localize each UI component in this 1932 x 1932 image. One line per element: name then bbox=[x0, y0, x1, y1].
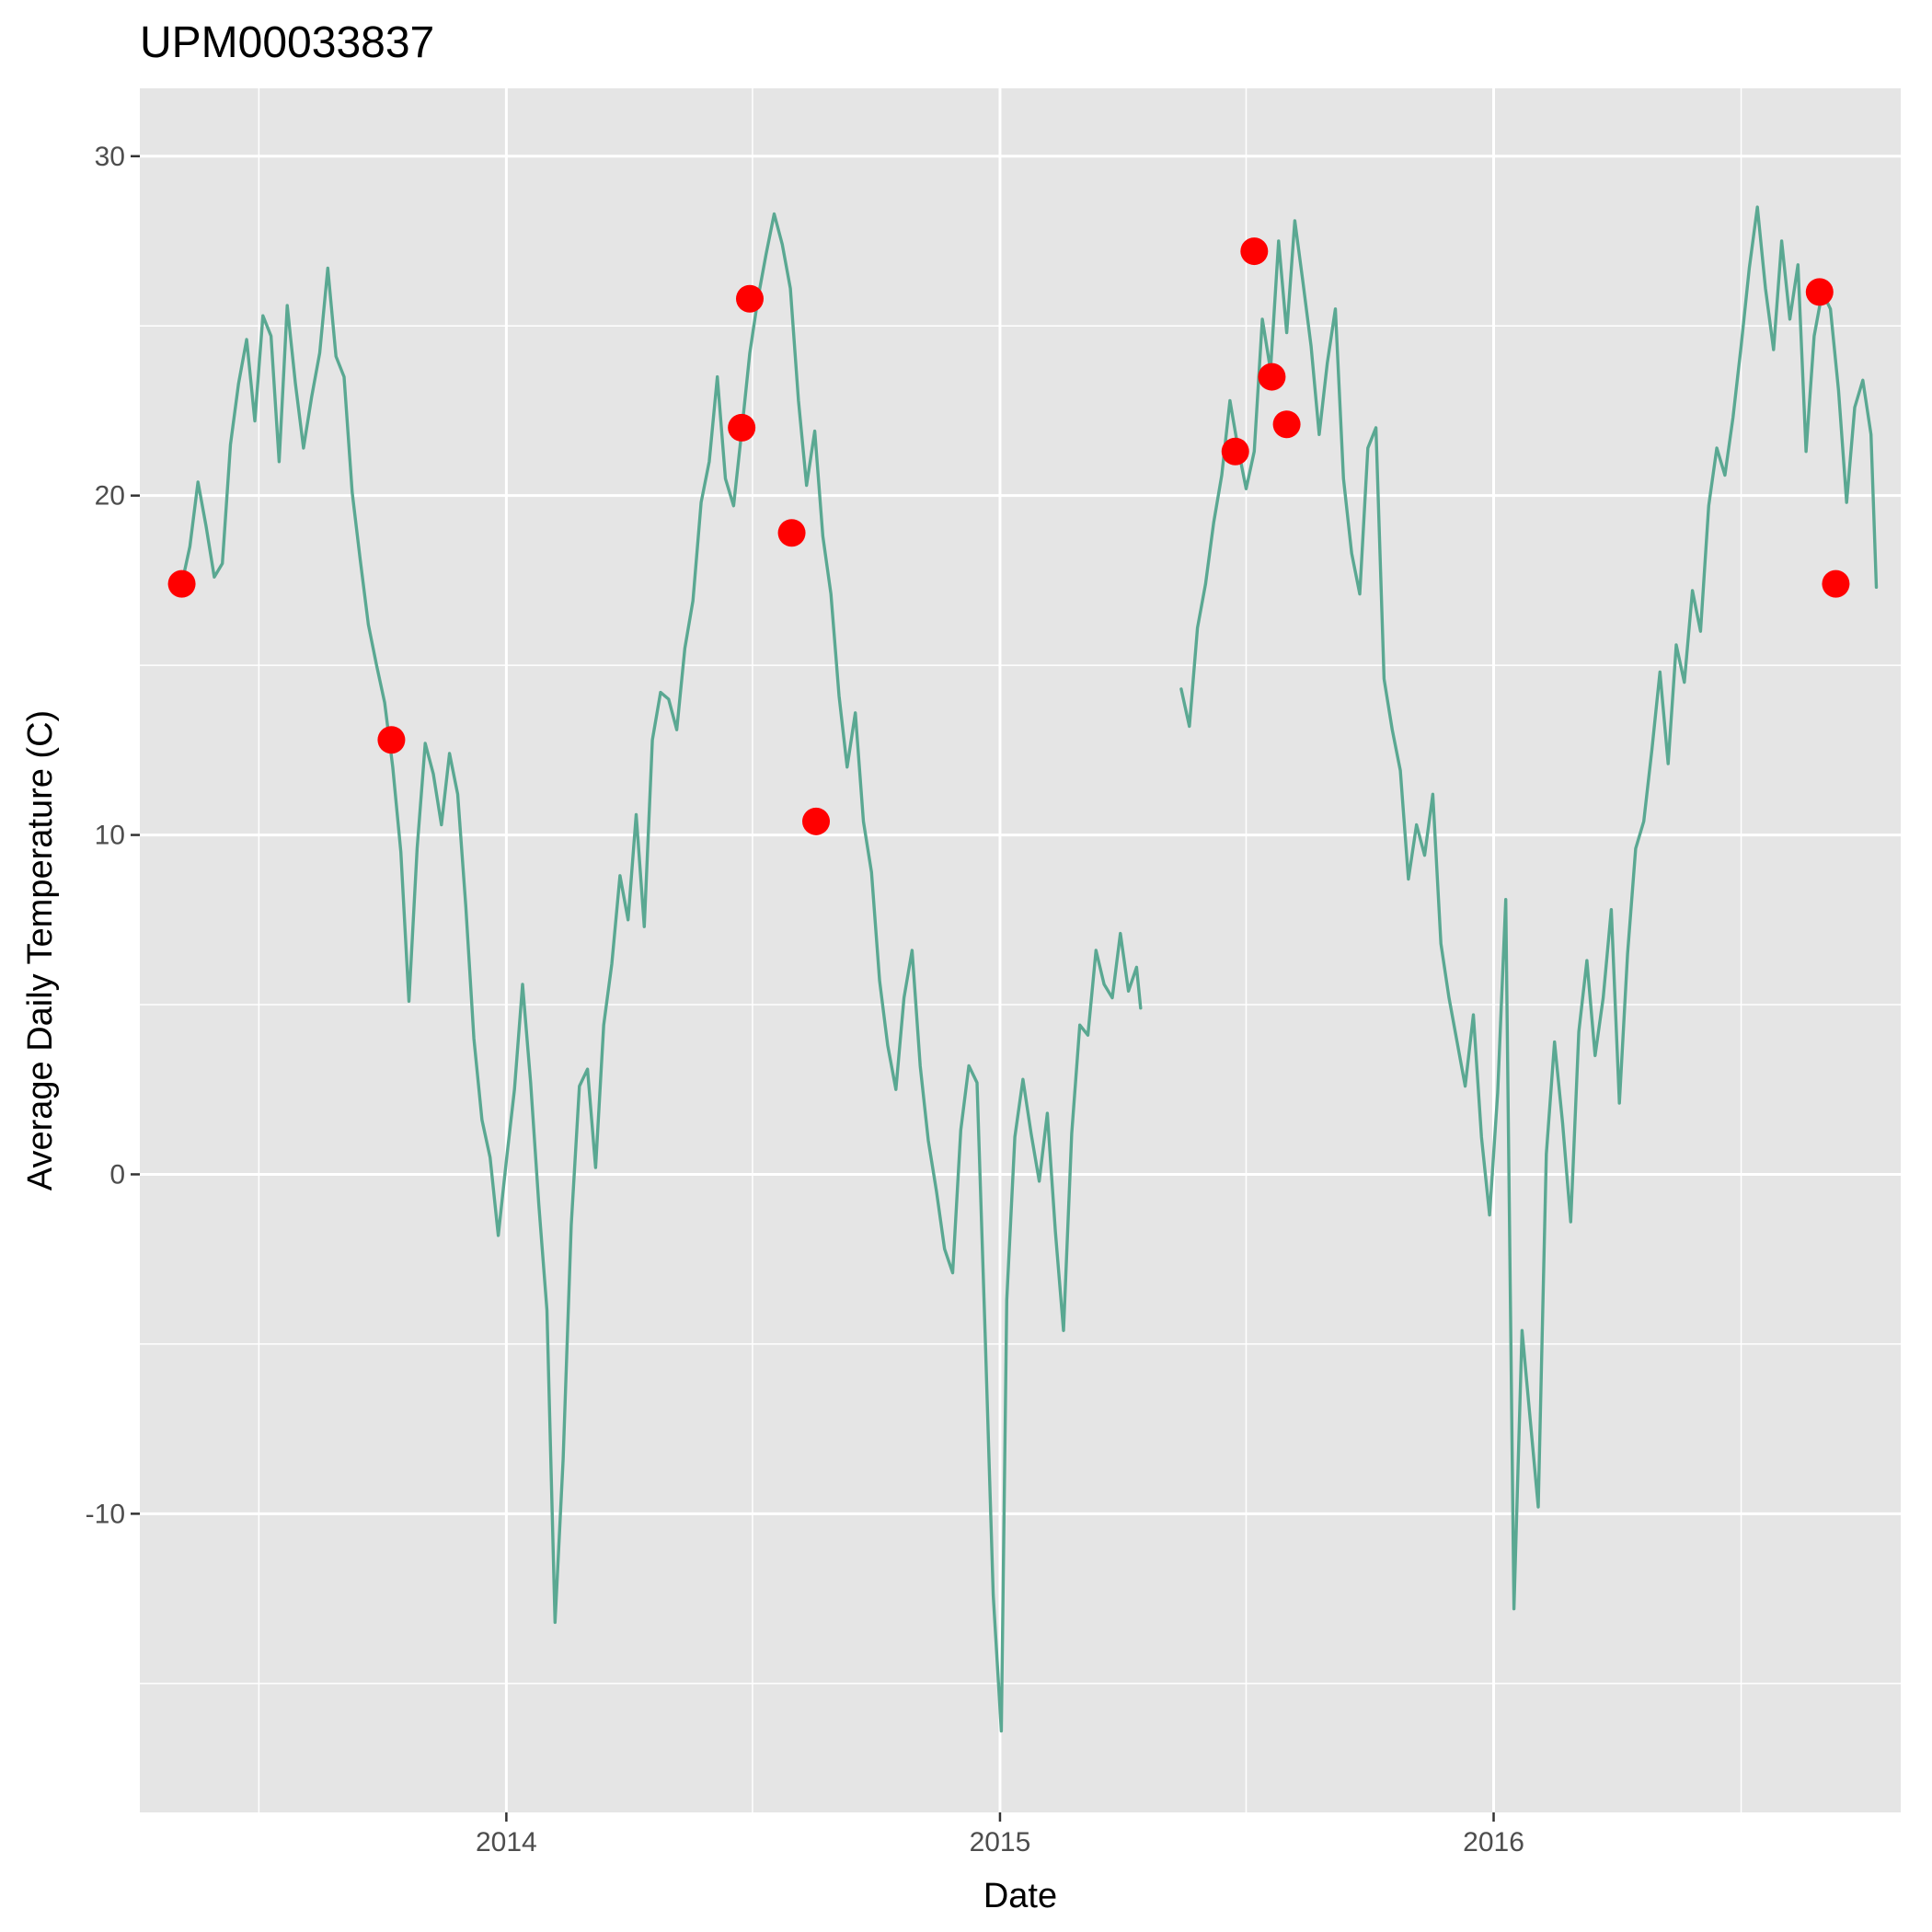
highlight-point bbox=[377, 726, 406, 754]
y-tick-label: 30 bbox=[95, 142, 125, 172]
series-layer bbox=[179, 205, 1879, 1733]
y-tick-label: 10 bbox=[95, 821, 125, 851]
plot-panel bbox=[140, 88, 1901, 1812]
highlight-point bbox=[802, 807, 831, 835]
highlight-point bbox=[1258, 362, 1286, 391]
highlight-point bbox=[1822, 569, 1850, 598]
chart-title: UPM00033837 bbox=[140, 18, 434, 67]
y-tick-label: 0 bbox=[109, 1159, 125, 1190]
x-axis-title: Date bbox=[983, 1877, 1057, 1915]
temperature-line-segment-1 bbox=[179, 212, 1143, 1733]
minor-gridlines bbox=[140, 88, 1901, 1812]
x-axis-tick-labels: 2014 2015 2016 bbox=[476, 1827, 1524, 1857]
axis-ticks bbox=[131, 155, 1495, 1822]
y-axis-tick-labels: -10 0 10 20 30 bbox=[86, 142, 125, 1530]
major-gridlines bbox=[140, 88, 1901, 1812]
highlight-point bbox=[1221, 437, 1249, 466]
y-tick-label: 20 bbox=[95, 481, 125, 512]
x-tick-label: 2016 bbox=[1463, 1827, 1524, 1857]
highlight-point bbox=[728, 413, 756, 442]
highlight-point bbox=[1805, 278, 1834, 306]
x-tick-label: 2014 bbox=[476, 1827, 537, 1857]
y-tick-label: -10 bbox=[86, 1499, 125, 1529]
highlight-point bbox=[167, 569, 196, 598]
x-tick-label: 2015 bbox=[970, 1827, 1031, 1857]
points-layer bbox=[167, 237, 1850, 835]
highlight-point bbox=[777, 519, 806, 547]
highlight-point bbox=[1272, 410, 1301, 439]
temperature-line-segment-2 bbox=[1179, 205, 1879, 1611]
highlight-point bbox=[1240, 237, 1269, 266]
highlight-point bbox=[735, 284, 764, 313]
y-axis-title: Average Daily Temperature (C) bbox=[21, 710, 60, 1190]
